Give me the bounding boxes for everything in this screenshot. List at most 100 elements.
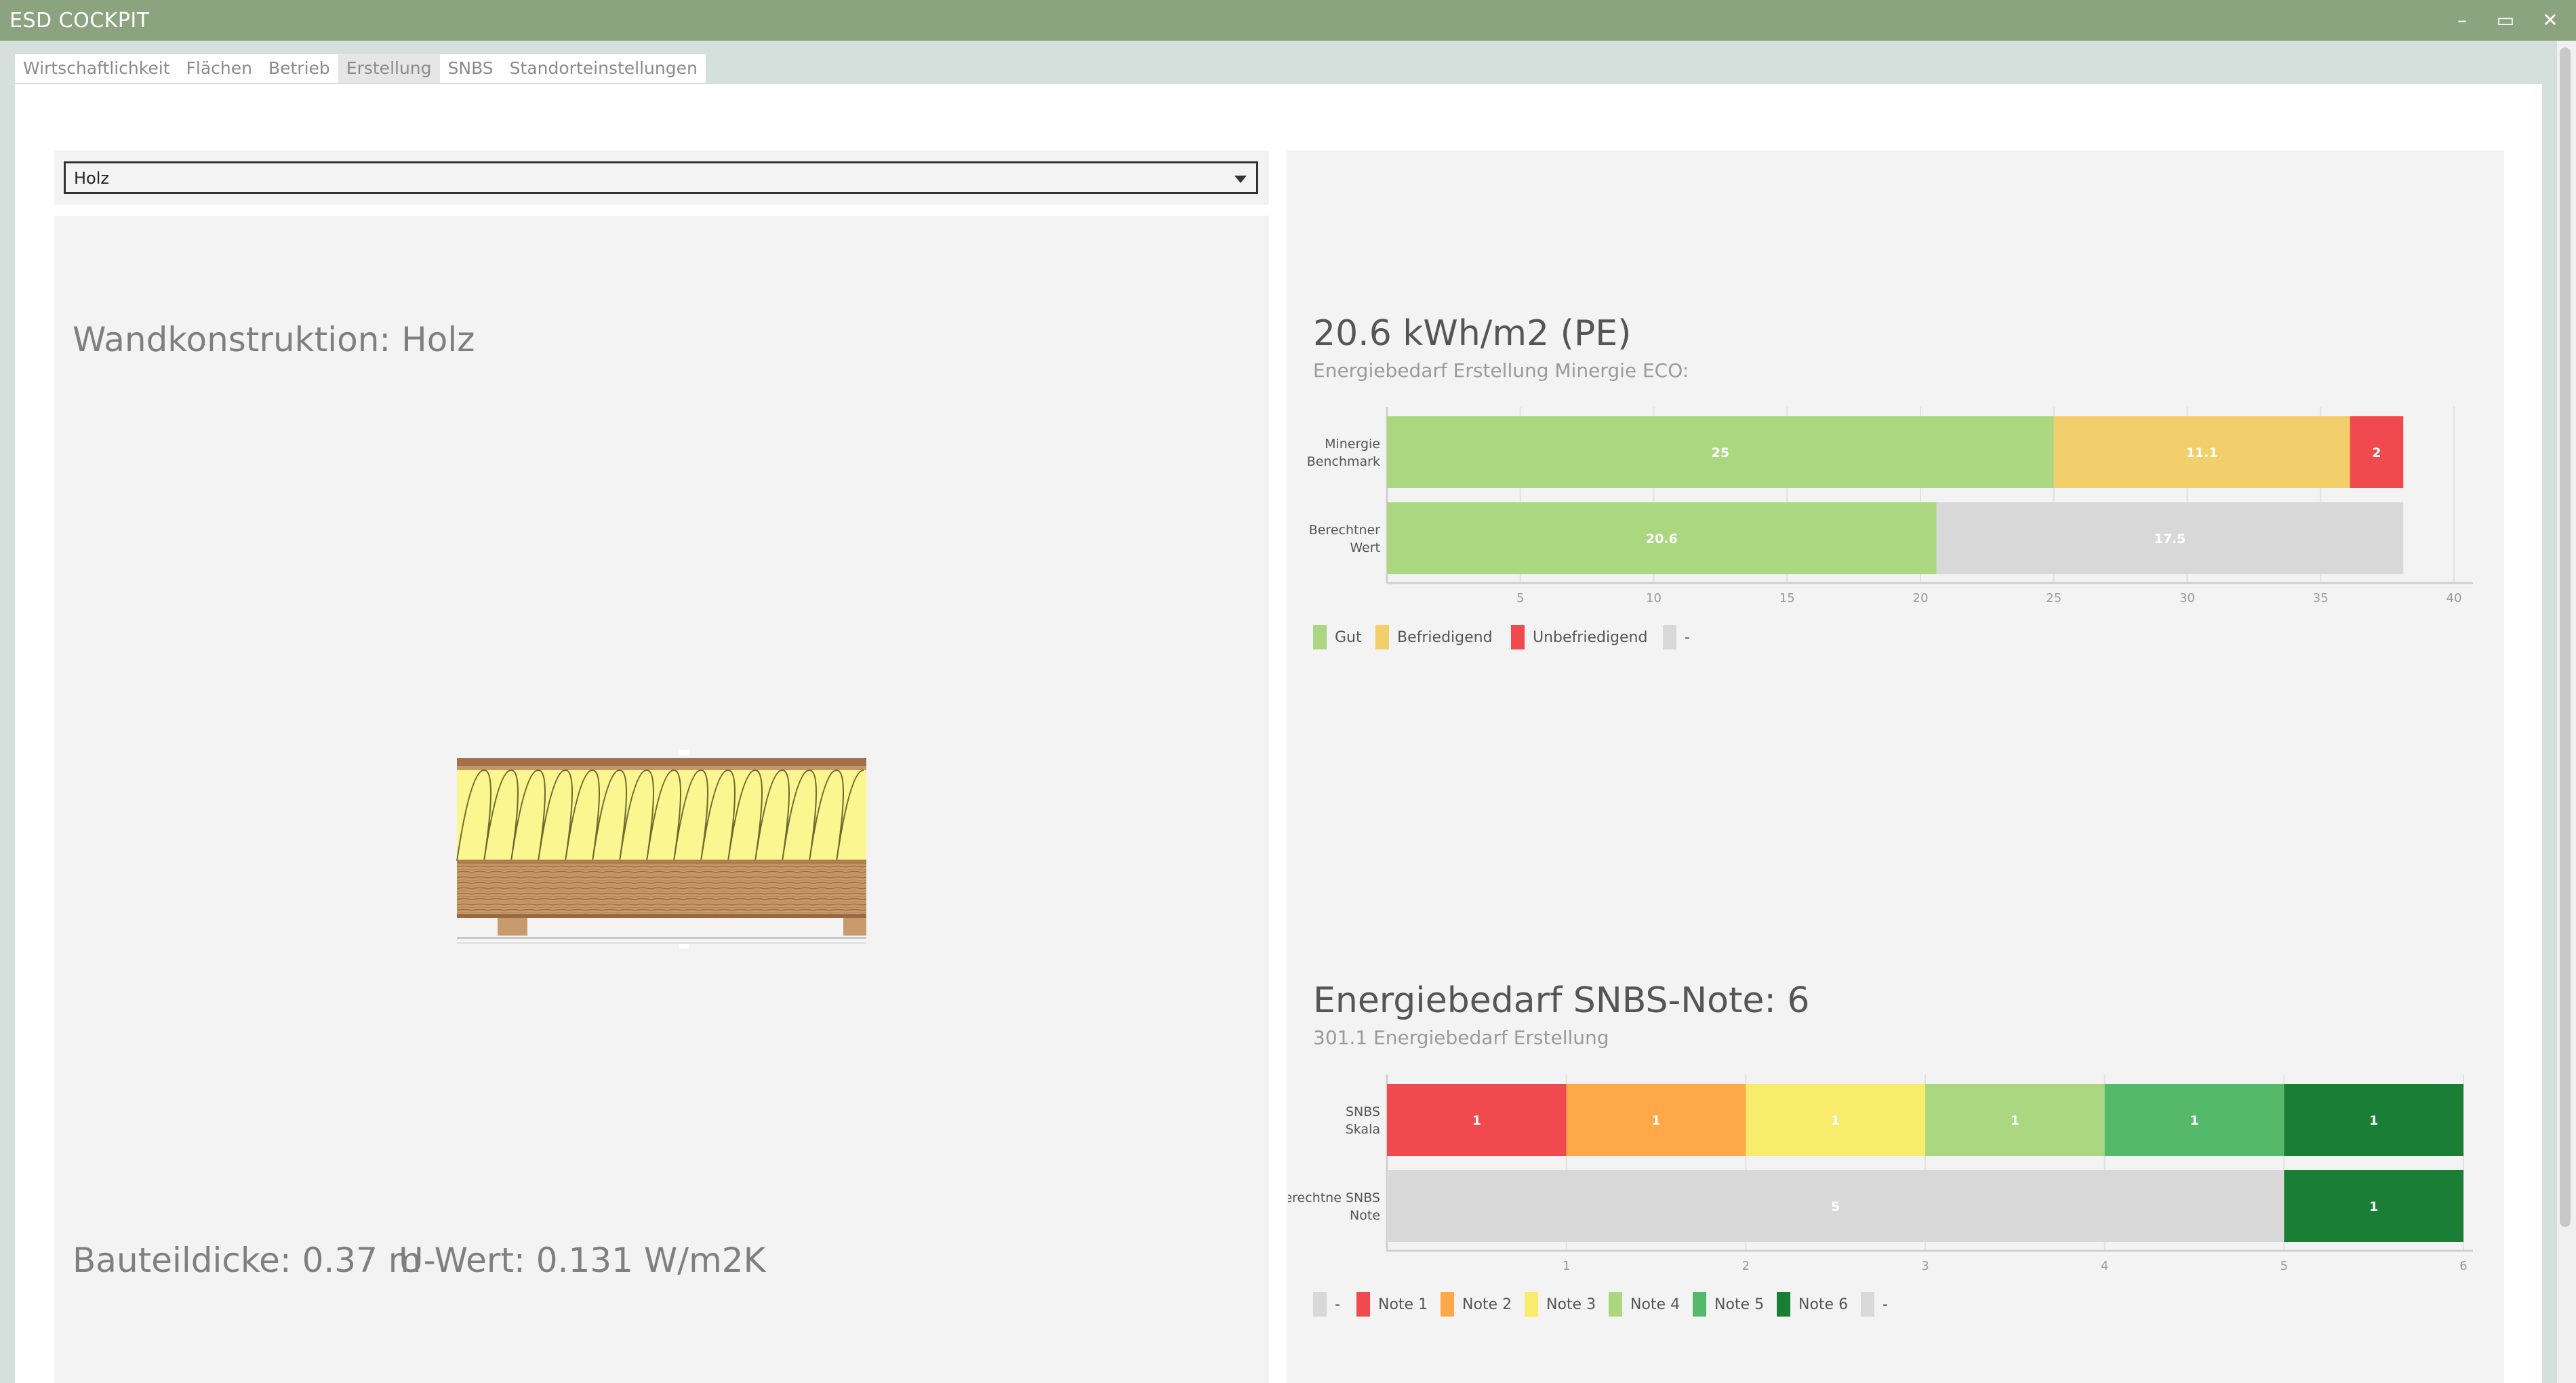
category-label: Berechtner — [1309, 523, 1380, 538]
bar-value-label: 20.6 — [1646, 532, 1678, 546]
legend-swatch — [1313, 625, 1327, 649]
tab-erstellung[interactable]: Erstellung — [338, 54, 440, 83]
x-tick-label: 40 — [2447, 591, 2462, 605]
bar-value-label: 11.1 — [2186, 445, 2218, 460]
legend-item: Befriedigend — [1375, 625, 1493, 649]
tab-flaechen[interactable]: Flächen — [186, 58, 252, 78]
scrollbar-thumb[interactable] — [2560, 47, 2571, 1227]
legend-label: Befriedigend — [1397, 628, 1493, 646]
x-tick-label: 30 — [2179, 591, 2195, 605]
bar-value-label: 1 — [1831, 1113, 1840, 1128]
x-tick-label: 1 — [1563, 1259, 1570, 1273]
bar-value-label: 1 — [1472, 1113, 1481, 1128]
legend-label: Note 4 — [1630, 1296, 1681, 1313]
legend-label: Gut — [1335, 628, 1362, 646]
bar-segment — [1387, 1170, 2285, 1242]
legend-swatch — [1861, 1292, 1874, 1317]
chevron-down-icon — [1234, 176, 1247, 183]
legend-swatch — [1511, 625, 1525, 649]
bar-segment — [1387, 502, 1937, 574]
x-tick-label: 3 — [1921, 1259, 1929, 1273]
x-tick-label: 25 — [2046, 591, 2061, 605]
category-label: Skala — [1346, 1122, 1380, 1137]
legend-item: - — [1663, 625, 1690, 649]
legend-swatch — [1525, 1292, 1538, 1317]
legend-item: Note 2 — [1441, 1292, 1512, 1317]
title-bar: ESD COCKPIT – ▭ ✕ — [0, 0, 2576, 41]
x-tick-label: 10 — [1646, 591, 1662, 605]
tab-snbs[interactable]: SNBS — [447, 58, 494, 78]
bar-segment — [1936, 502, 2404, 574]
thickness-label: Bauteildicke: 0.37 m — [73, 1241, 422, 1280]
legend-label: - — [1335, 1296, 1340, 1313]
legend-item: Note 1 — [1356, 1292, 1428, 1317]
snbs-chart: 1 2 3 4 5 6 SNBS Skala Berechtne SNBS Note 1 1 1 1 1 1 5… — [1288, 1075, 2473, 1273]
bar-value-label: 1 — [2369, 1113, 2378, 1128]
bar-segment — [2104, 1084, 2285, 1156]
bar-value-label: 1 — [1651, 1113, 1660, 1128]
x-tick-label: 15 — [1779, 591, 1795, 605]
legend-swatch — [1313, 1292, 1327, 1317]
x-tick-label: 35 — [2313, 591, 2329, 605]
material-dropdown[interactable]: Holz — [64, 161, 1258, 194]
category-label: Wert — [1350, 540, 1380, 555]
category-label: Note — [1350, 1208, 1380, 1223]
tab-wirtschaftlichkeit[interactable]: Wirtschaftlichkeit — [23, 58, 170, 78]
legend-item: Note 3 — [1525, 1292, 1596, 1317]
x-tick-label: 4 — [2101, 1259, 2108, 1273]
legend-swatch — [1356, 1292, 1370, 1317]
legend-swatch — [1375, 625, 1389, 649]
category-label: Minergie — [1325, 437, 1380, 452]
tab-strip: Wirtschaftlichkeit Flächen Betrieb Erste… — [15, 54, 706, 83]
legend-item: - — [1313, 1292, 1340, 1317]
legend-label: Note 3 — [1546, 1296, 1596, 1313]
chart1-subtitle: Energiebedarf Erstellung Minergie ECO: — [1313, 359, 1689, 382]
window-title: ESD COCKPIT — [9, 9, 150, 33]
vertical-scrollbar[interactable] — [2557, 41, 2576, 1383]
x-tick-label: 5 — [1516, 591, 1524, 605]
legend-swatch — [1609, 1292, 1622, 1317]
bar-value-label: 1 — [2011, 1113, 2019, 1128]
legend-swatch — [1777, 1292, 1790, 1317]
category-label: SNBS — [1346, 1104, 1380, 1119]
minimize-icon[interactable]: – — [2457, 9, 2467, 31]
bar-value-label: 17.5 — [2154, 532, 2186, 546]
close-icon[interactable]: ✕ — [2542, 9, 2558, 31]
bar-segment — [2284, 1084, 2463, 1156]
tab-standorteinstellungen[interactable]: Standorteinstellungen — [509, 58, 698, 78]
bar-segment — [1746, 1084, 1925, 1156]
bar-segment — [1566, 1084, 1746, 1156]
category-label: Benchmark — [1307, 454, 1380, 469]
maximize-icon[interactable]: ▭ — [2496, 9, 2515, 31]
legend-label: Note 1 — [1378, 1296, 1428, 1313]
bar-value-label: 1 — [2369, 1199, 2378, 1214]
bar-segment — [1925, 1084, 2105, 1156]
legend-swatch — [1663, 625, 1676, 649]
legend-label: Note 6 — [1798, 1296, 1849, 1313]
legend-swatch — [1693, 1292, 1706, 1317]
chart2-value: Energiebedarf SNBS-Note: 6 — [1313, 980, 1810, 1021]
wall-heading: Wandkonstruktion: Holz — [73, 320, 475, 359]
legend-label: - — [1685, 628, 1690, 646]
legend-item: Unbefriedigend — [1511, 625, 1647, 649]
bar-segment — [1387, 1084, 1567, 1156]
legend-label: Unbefriedigend — [1533, 628, 1648, 646]
bar-segment — [2284, 1170, 2463, 1242]
bar-value-label: 5 — [1831, 1199, 1840, 1214]
chart1-value: 20.6 kWh/m2 (PE) — [1313, 313, 1632, 354]
category-label: Berechtne SNBS — [1288, 1190, 1380, 1205]
legend-item: - — [1861, 1292, 1888, 1317]
legend-swatch — [1441, 1292, 1454, 1317]
legend-label: - — [1883, 1296, 1888, 1313]
legend-item: Gut — [1313, 625, 1362, 649]
bar-value-label: 2 — [2372, 445, 2381, 460]
minergie-chart: 5 10 15 20 25 30 35 40 Minergie Benchmark Berechtn… — [1307, 407, 2473, 605]
bar-segment — [1387, 416, 2054, 488]
legend-label: Note 5 — [1714, 1296, 1765, 1313]
legend-item: Note 4 — [1609, 1292, 1680, 1317]
x-tick-label: 6 — [2459, 1259, 2467, 1273]
tab-betrieb[interactable]: Betrieb — [268, 58, 330, 78]
x-tick-label: 20 — [1913, 591, 1929, 605]
wall-construction-image — [456, 750, 866, 949]
material-dropdown-value: Holz — [74, 169, 109, 188]
